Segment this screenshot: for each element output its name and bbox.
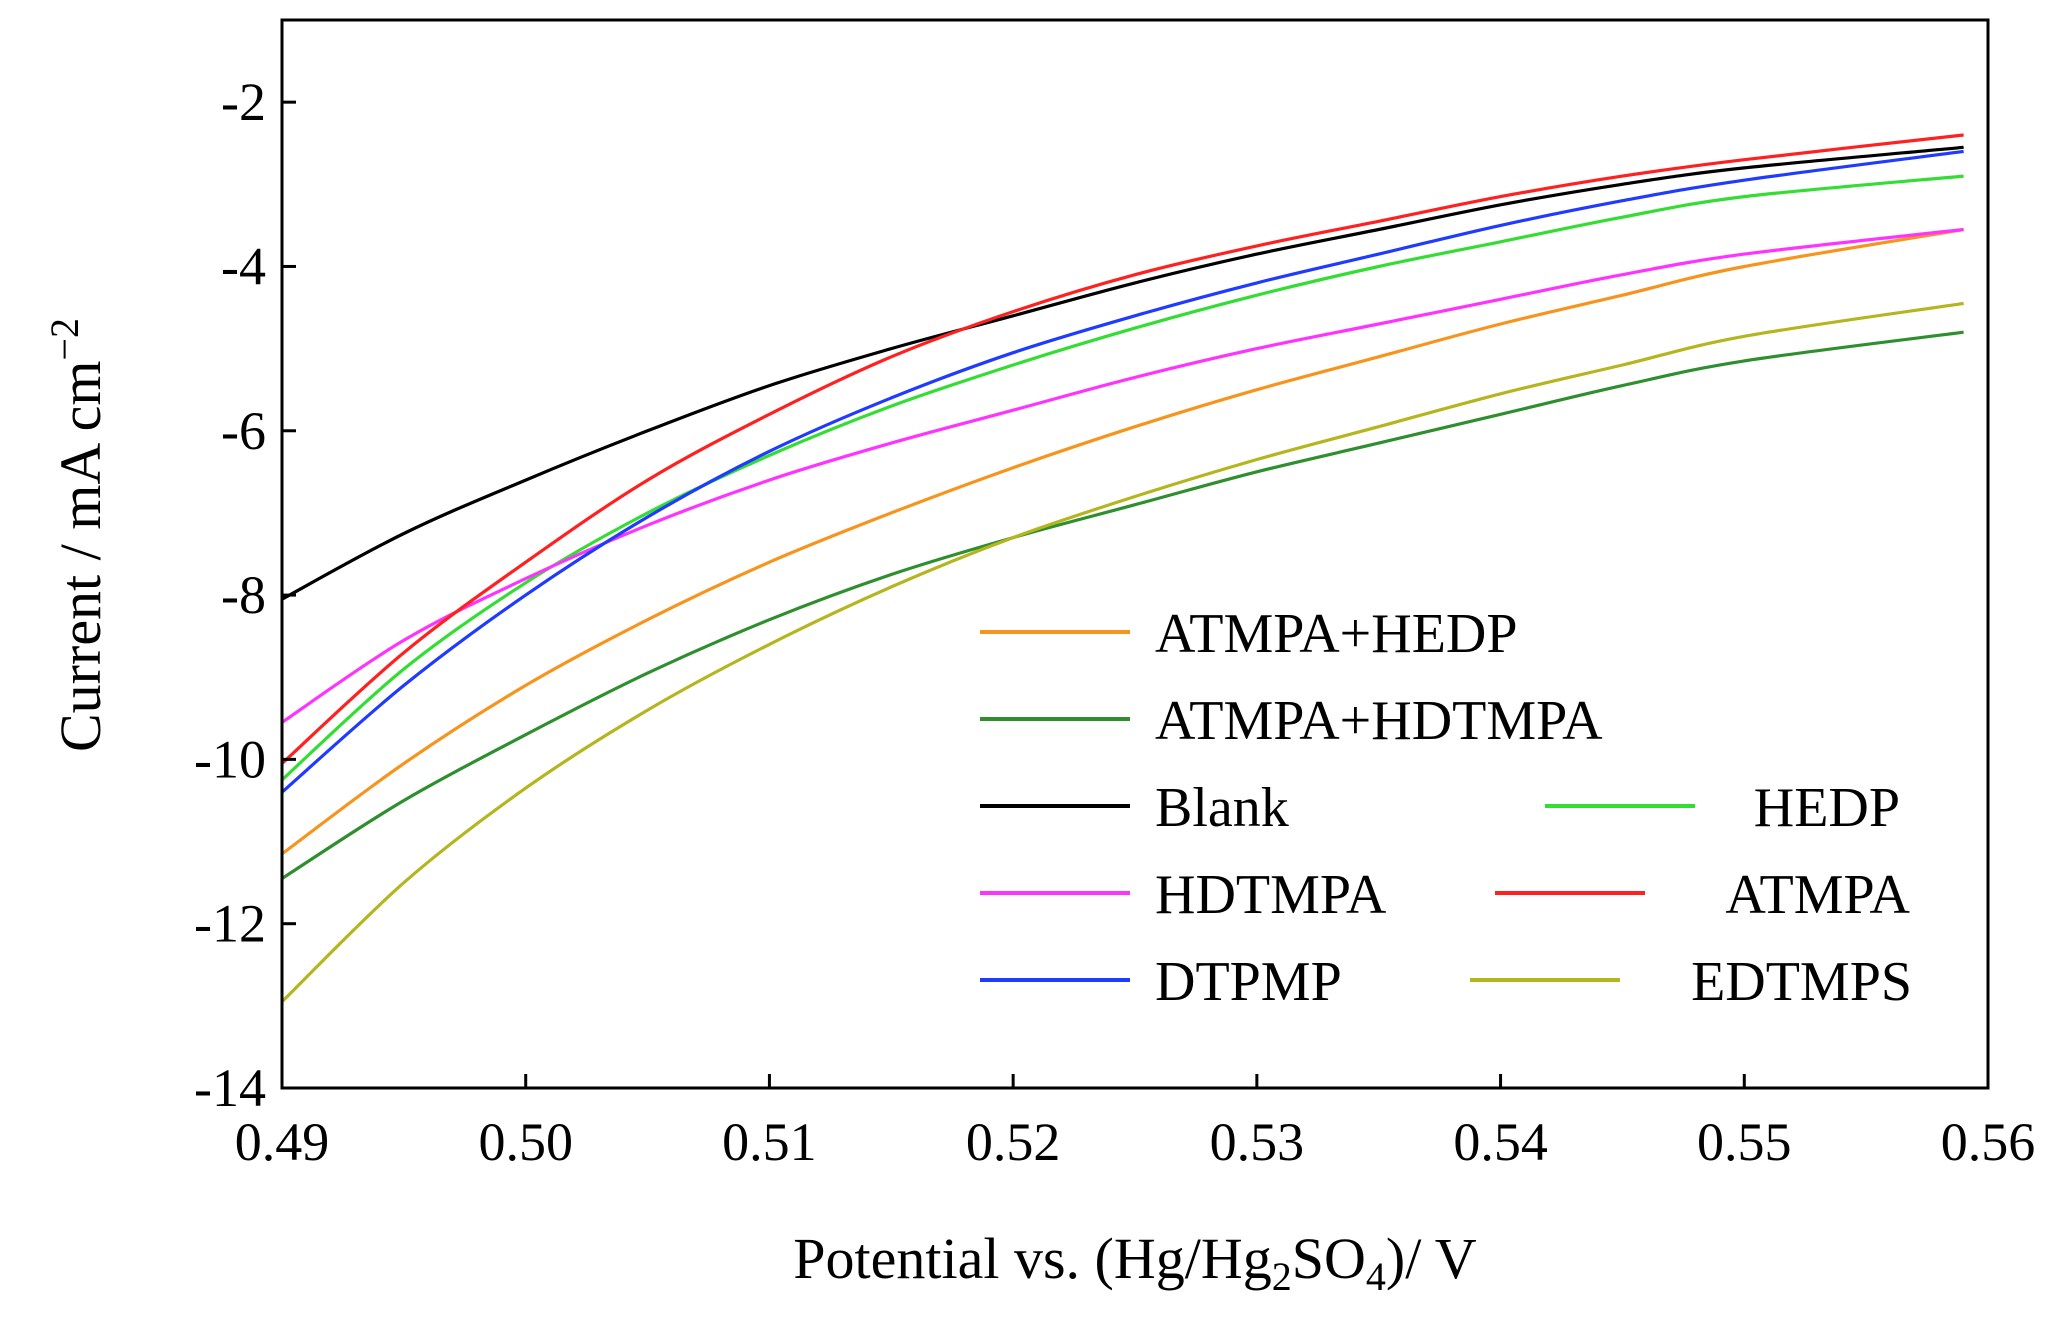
series-line-dtpmp bbox=[280, 149, 1964, 794]
x-tick-label: 0.56 bbox=[1941, 1112, 2036, 1172]
x-axis-title: Potential vs. (Hg/Hg2SO4)/ V bbox=[793, 1226, 1477, 1299]
legend-label-atmpa-hdtmpa: ATMPA+HDTMPA bbox=[1155, 690, 1603, 752]
y-tick-label: -4 bbox=[221, 236, 266, 296]
series-line-atmpa-hdtmpa bbox=[281, 330, 1964, 880]
legend-label-hedp: HEDP bbox=[1754, 777, 1900, 839]
series-layer bbox=[280, 133, 1964, 1003]
x-tick-label: 0.49 bbox=[235, 1112, 330, 1172]
y-tick-label: -14 bbox=[194, 1058, 266, 1118]
legend: ATMPA+HEDP ATMPA+HDTMPA Blank HEDP HDTMPA ATM… bbox=[980, 603, 1912, 1013]
y-tick-label: -8 bbox=[221, 565, 266, 625]
x-tick-label: 0.54 bbox=[1453, 1112, 1548, 1172]
x-tick-label: 0.55 bbox=[1697, 1112, 1792, 1172]
x-tick-label: 0.51 bbox=[722, 1112, 817, 1172]
series-line-atmpa bbox=[280, 133, 1964, 765]
y-tick-label: -2 bbox=[221, 72, 266, 132]
plot-frame bbox=[280, 18, 1990, 1090]
x-tick-label: 0.52 bbox=[966, 1112, 1061, 1172]
x-axis: 0.49 0.50 0.51 0.52 0.53 0.54 0.55 0.56 bbox=[235, 1074, 2036, 1172]
x-tick-label: 0.50 bbox=[478, 1112, 573, 1172]
legend-label-atmpa: ATMPA bbox=[1725, 864, 1910, 926]
legend-label-blank: Blank bbox=[1155, 777, 1289, 839]
legend-label-edtmps: EDTMPS bbox=[1691, 951, 1912, 1013]
legend-label-dtpmp: DTPMP bbox=[1155, 951, 1342, 1013]
y-tick-label: -6 bbox=[221, 401, 266, 461]
plot-area-background bbox=[282, 20, 1988, 1088]
x-tick-label: 0.53 bbox=[1210, 1112, 1305, 1172]
series-line-atmpa-hedp bbox=[281, 227, 1964, 856]
series-line-blank bbox=[281, 145, 1964, 601]
legend-label-hdtmpa: HDTMPA bbox=[1155, 864, 1387, 926]
y-tick-label: -12 bbox=[194, 894, 266, 954]
series-line-hdtmpa bbox=[281, 227, 1964, 724]
legend-label-atmpa-hedp: ATMPA+HEDP bbox=[1155, 603, 1518, 665]
series-line-edtmps bbox=[280, 301, 1964, 1003]
y-axis-title: Current / mA cm−2 bbox=[42, 318, 113, 752]
series-line-hedp bbox=[280, 174, 1964, 782]
y-tick-label: -10 bbox=[194, 729, 266, 789]
y-axis: -14 -12 -10 -8 -6 -4 -2 bbox=[194, 72, 296, 1118]
